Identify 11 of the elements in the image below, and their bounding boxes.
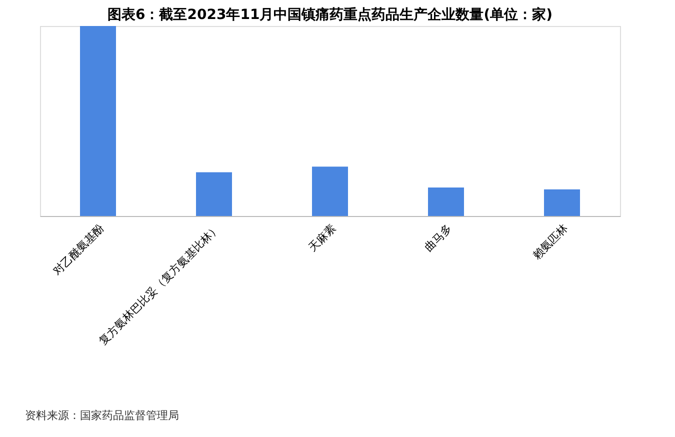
x-tick-label: 曲马多 — [422, 222, 454, 254]
bar — [312, 166, 348, 216]
bar — [196, 172, 232, 216]
x-tick-label: 对乙酰氨基酚 — [50, 222, 106, 278]
bar — [428, 188, 464, 216]
x-tick-label: 赖氨匹林 — [530, 222, 570, 262]
x-tick-label: 天麻素 — [306, 222, 338, 254]
chart-title: 图表6：截至2023年11月中国镇痛药重点药品生产企业数量(单位：家) — [108, 6, 552, 23]
bar — [80, 26, 116, 216]
bar — [544, 189, 580, 216]
text: 资料来源：国家药品监督管理局 — [25, 409, 179, 422]
